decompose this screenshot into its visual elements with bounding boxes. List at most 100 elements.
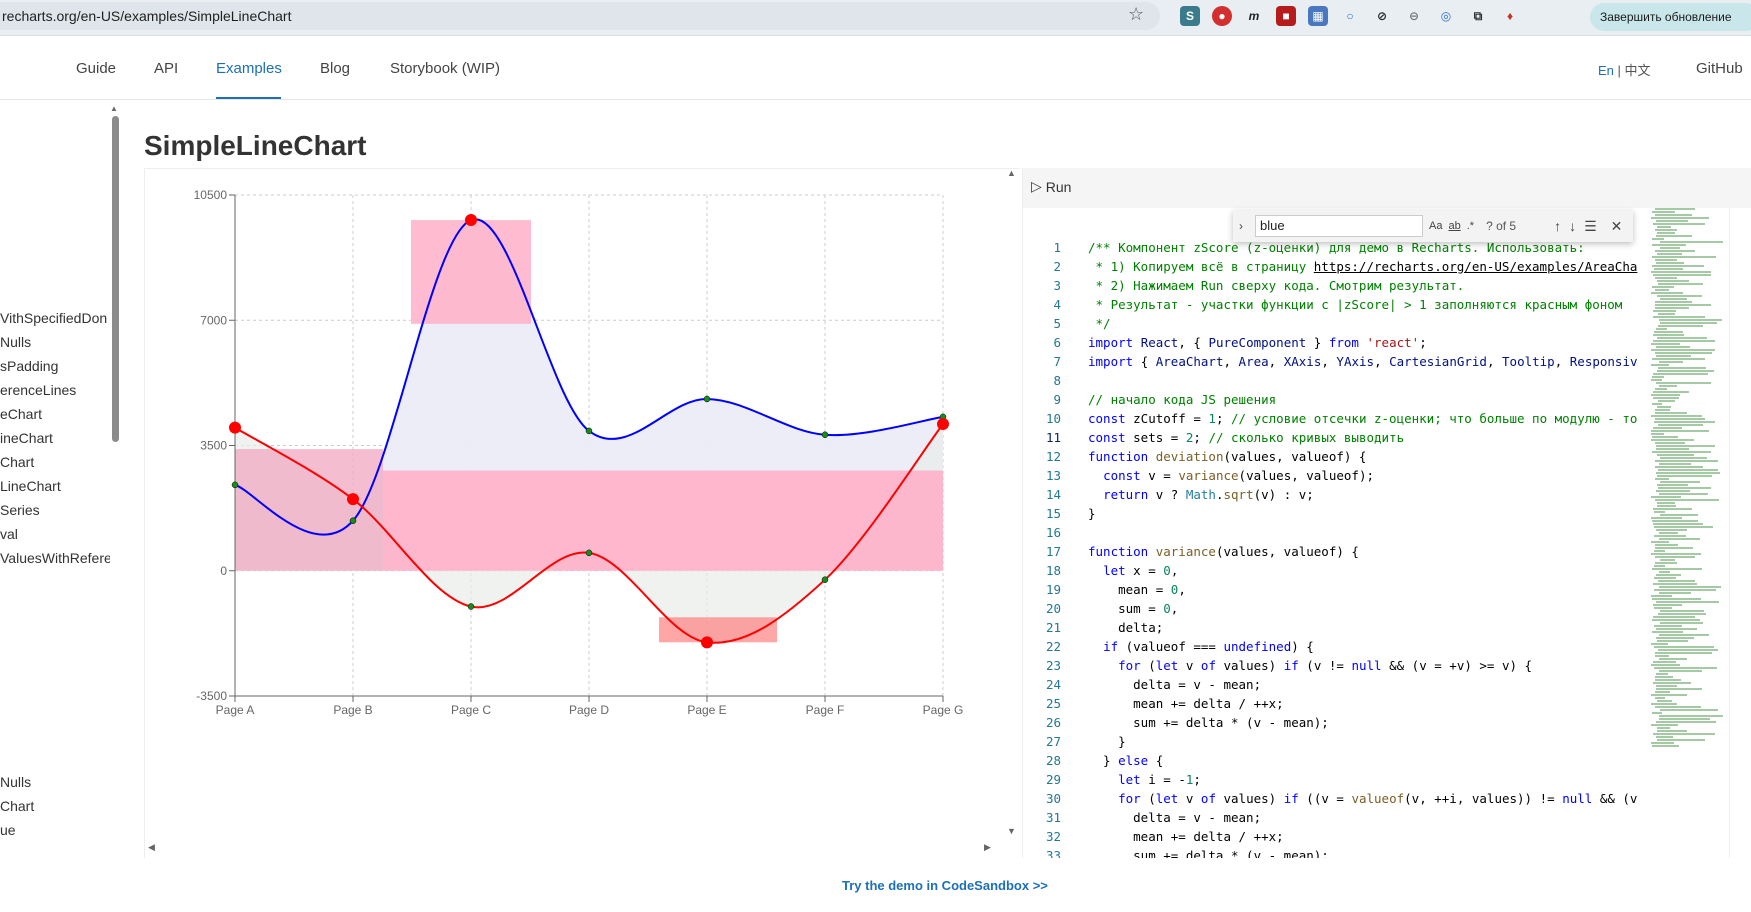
extension-icon[interactable]: ○: [1346, 9, 1354, 23]
sidebar-scrollbar-thumb[interactable]: [112, 116, 119, 442]
sidebar-item[interactable]: LineChart: [0, 478, 61, 494]
update-button[interactable]: Завершить обновление: [1590, 3, 1751, 31]
minimap-line: [1653, 334, 1684, 336]
code-text: function variance(values, valueof) {: [1088, 544, 1359, 559]
minimap-line: [1652, 520, 1698, 522]
bookmark-star-icon[interactable]: ☆: [1128, 4, 1145, 24]
browser-toolbar: recharts.org/en-US/examples/SimpleLineCh…: [0, 0, 1751, 36]
extension-icon[interactable]: S: [1180, 6, 1200, 26]
code-token: ,: [1178, 582, 1186, 597]
y-tick-label: 7000: [200, 313, 227, 327]
sidebar-item[interactable]: ValuesWithRefere: [0, 550, 110, 566]
code-text: const v = variance(values, valueof);: [1088, 468, 1374, 483]
code-scrollbar[interactable]: [1729, 208, 1743, 858]
chart-scroll-left-icon[interactable]: ◀: [148, 842, 155, 852]
line-number: 27: [1045, 734, 1061, 749]
minimap-line: [1655, 388, 1667, 390]
lang-zh[interactable]: 中文: [1624, 63, 1651, 78]
extension-icon[interactable]: ⊘: [1376, 9, 1388, 23]
minimap-line: [1655, 352, 1712, 354]
code-line: 30 for (let v of values) if ((v = valueo…: [1023, 791, 1643, 810]
sidebar-item[interactable]: Series: [0, 502, 40, 518]
code-token: deviation: [1155, 449, 1224, 464]
find-in-selection-icon[interactable]: ☰: [1584, 217, 1597, 234]
sidebar-scroll-up-icon[interactable]: ▲: [110, 104, 118, 113]
nav-blog[interactable]: Blog: [320, 60, 351, 77]
code-text: */: [1088, 316, 1111, 331]
url-text[interactable]: recharts.org/en-US/examples/SimpleLineCh…: [2, 8, 292, 24]
minimap-line: [1652, 745, 1679, 747]
sidebar-item[interactable]: Chart: [0, 798, 35, 814]
regex-toggle[interactable]: .*: [1466, 220, 1475, 232]
sidebar-item[interactable]: Nulls: [0, 334, 32, 350]
minimap-line: [1660, 322, 1717, 324]
sidebar-item[interactable]: eChart: [0, 406, 43, 422]
code-token: const: [1088, 411, 1134, 426]
chart-scroll-down-icon[interactable]: ▼: [1007, 826, 1016, 836]
sidebar-item[interactable]: VithSpecifiedDon: [0, 310, 108, 326]
lang-en[interactable]: En: [1598, 63, 1614, 78]
chart-scroll-up-icon[interactable]: ▲: [1007, 168, 1016, 178]
red-series-point: [229, 421, 241, 434]
address-bar[interactable]: recharts.org/en-US/examples/SimpleLineCh…: [0, 2, 1160, 30]
extension-icon[interactable]: ▦: [1308, 6, 1328, 26]
code-token: undefined: [1223, 639, 1292, 654]
close-find-icon[interactable]: ✕: [1610, 217, 1623, 234]
puzzle-icon[interactable]: ⧉: [1473, 8, 1483, 23]
nav-examples[interactable]: Examples: [216, 60, 282, 77]
sidebar-item[interactable]: erenceLines: [0, 382, 77, 398]
extension-icon[interactable]: ■: [1276, 6, 1296, 26]
code-token: }: [1088, 506, 1096, 521]
codesandbox-link[interactable]: Try the demo in CodeSandbox >>: [842, 878, 1048, 893]
next-match-arrow-down-icon[interactable]: ↓: [1569, 218, 1577, 234]
extension-icon[interactable]: ♦: [1506, 9, 1514, 23]
sidebar-item[interactable]: sPadding: [0, 358, 59, 374]
previous-match-arrow-up-icon[interactable]: ↑: [1554, 218, 1562, 234]
nav-api[interactable]: API: [154, 60, 179, 77]
sidebar-item[interactable]: val: [0, 526, 18, 542]
minimap-line: [1657, 640, 1688, 642]
nav-github[interactable]: GitHub: [1696, 60, 1743, 77]
sidebar-item[interactable]: Nulls: [0, 774, 32, 790]
code-line: 20 sum = 0,: [1023, 601, 1643, 620]
extension-icon[interactable]: ●: [1212, 6, 1232, 26]
minimap-line: [1652, 712, 1662, 714]
line-number: 30: [1045, 791, 1061, 806]
code-token: CartesianGrid: [1389, 354, 1487, 369]
whole-word-toggle[interactable]: ab: [1448, 220, 1461, 232]
minimap-line: [1657, 337, 1707, 339]
minimap-line: [1655, 556, 1695, 558]
x-tick-label: Page G: [923, 703, 964, 717]
minimap-line: [1659, 718, 1710, 720]
code-line: 33 sum += delta * (v - mean);: [1023, 848, 1643, 858]
sidebar-item[interactable]: ue: [0, 822, 16, 838]
extension-icon[interactable]: ⊖: [1408, 9, 1420, 23]
code-line: 13 const v = variance(values, valueof);: [1023, 468, 1643, 487]
nav-storybook[interactable]: Storybook (WIP): [390, 60, 501, 77]
sidebar-item[interactable]: Chart: [0, 454, 35, 470]
run-button[interactable]: ▷ Run: [1031, 178, 1071, 195]
code-token: ,: [1374, 354, 1390, 369]
toggle-replace-chevron-icon[interactable]: ›: [1239, 219, 1243, 233]
code-minimap[interactable]: [1649, 208, 1729, 768]
minimap-line: [1654, 577, 1676, 579]
extension-icon[interactable]: ◎: [1440, 9, 1452, 23]
line-number: 16: [1045, 525, 1061, 540]
minimap-line: [1659, 592, 1691, 594]
red-series-point: [585, 549, 593, 557]
minimap-line: [1654, 550, 1665, 552]
minimap-line: [1652, 619, 1700, 621]
find-input[interactable]: blue: [1255, 215, 1423, 237]
extension-icon[interactable]: m: [1248, 9, 1260, 23]
minimap-line: [1657, 280, 1689, 282]
minimap-line: [1652, 244, 1686, 246]
code-text: mean += delta / ++x;: [1088, 829, 1284, 844]
sidebar-item[interactable]: ineChart: [0, 430, 53, 446]
nav-guide[interactable]: Guide: [76, 60, 117, 77]
match-case-toggle[interactable]: Aa: [1429, 220, 1443, 232]
minimap-line: [1656, 445, 1715, 447]
code-lines[interactable]: 1 /** Компонент zScore (z-оценки) для дем…: [1023, 240, 1643, 858]
chart-scroll-right-icon[interactable]: ▶: [984, 842, 991, 852]
code-token: from: [1328, 335, 1367, 350]
code-token: (values, valueof) {: [1223, 449, 1367, 464]
